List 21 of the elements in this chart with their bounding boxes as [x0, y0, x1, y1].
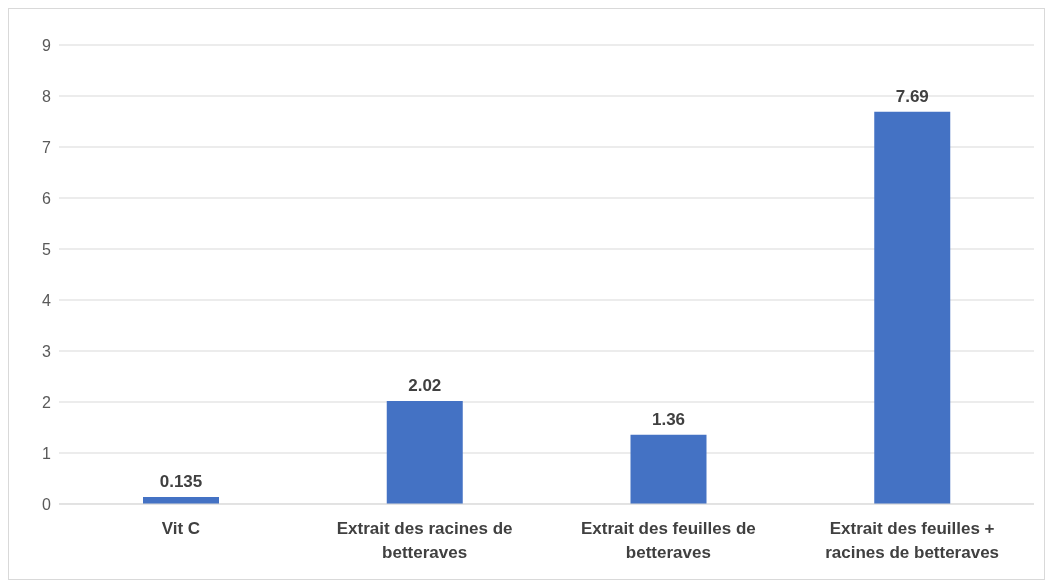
bar [386, 400, 463, 504]
x-tick-label: Extrait des racines de betteraves [336, 519, 513, 562]
x-tick-label: Extrait des feuilles de betteraves [580, 519, 756, 562]
y-tick-label: 9 [42, 36, 52, 54]
y-tick-label: 3 [42, 342, 52, 360]
data-label: 0.135 [159, 472, 203, 492]
y-tick-label: 7 [42, 138, 52, 156]
y-tick-label: 4 [42, 291, 52, 309]
data-label: 7.69 [895, 86, 929, 106]
y-tick-label: 6 [42, 189, 52, 207]
y-tick-label: 8 [42, 87, 52, 105]
bar [874, 111, 951, 504]
y-tick-label: 1 [42, 444, 52, 462]
data-label: 2.02 [408, 375, 442, 395]
y-tick-label: 5 [42, 240, 52, 258]
y-tick-label: 2 [42, 393, 52, 411]
x-tick-label: Vit C [161, 519, 201, 538]
bar [630, 434, 707, 504]
data-label: 1.36 [651, 409, 686, 429]
y-tick-label: 0 [42, 495, 52, 513]
x-tick-label: Extrait des feuilles + racines de betteraves [825, 519, 1000, 562]
